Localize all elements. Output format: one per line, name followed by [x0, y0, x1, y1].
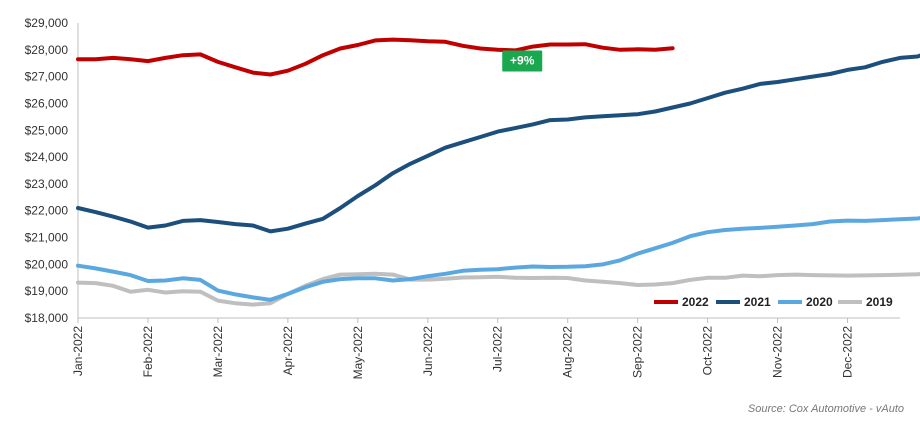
x-tick-label: Aug-2022 [561, 326, 575, 378]
series-layer [76, 37, 920, 307]
series-line-2021 [76, 53, 920, 234]
y-tick-label: $23,000 [25, 177, 69, 191]
legend-label-2020: 2020 [806, 295, 833, 309]
legend: 2022 2021 2020 2019 [654, 295, 893, 309]
x-tick-label: Dec-2022 [841, 326, 855, 378]
x-tick-label: Apr-2022 [281, 326, 295, 376]
y-tick-label: $25,000 [25, 123, 69, 137]
annotation-label: +9% [510, 54, 535, 68]
x-tick-label: Oct-2022 [701, 326, 715, 376]
source-note: Source: Cox Automotive - vAuto [748, 403, 904, 415]
annotation-badge [502, 50, 543, 72]
y-tick-label: $27,000 [25, 70, 69, 84]
legend-label-2022: 2022 [682, 295, 709, 309]
y-tick-label: $24,000 [25, 150, 69, 164]
x-tick-label: Jun-2022 [421, 326, 435, 376]
y-tick-label: $22,000 [25, 204, 69, 218]
y-tick-label: $18,000 [25, 311, 69, 325]
series-line-2020 [76, 216, 920, 302]
series-line-2019 [76, 271, 920, 307]
x-tick-label: Jan-2022 [71, 326, 85, 376]
y-tick-label: $19,000 [25, 284, 69, 298]
y-tick-label: $26,000 [25, 96, 69, 110]
x-tick-label: Sep-2022 [631, 326, 645, 378]
legend-label-2021: 2021 [744, 295, 771, 309]
y-tick-label: $28,000 [25, 43, 69, 57]
series-line-2022 [76, 37, 675, 77]
y-tick-label: $21,000 [25, 231, 69, 245]
legend-label-2019: 2019 [866, 295, 893, 309]
y-tick-label: $29,000 [25, 16, 69, 30]
axis-layer: $18,000 $19,000 $20,000 $21,000 $22,000 $23,0… [25, 16, 900, 379]
x-tick-label: Nov-2022 [771, 326, 785, 378]
x-tick-label: Feb-2022 [141, 326, 155, 378]
x-tick-label: Mar-2022 [211, 326, 225, 378]
y-tick-label: $20,000 [25, 257, 69, 271]
x-tick-label: Jul-2022 [491, 326, 505, 372]
annotation-layer: +9% [502, 50, 543, 72]
x-tick-label: May-2022 [351, 326, 365, 380]
